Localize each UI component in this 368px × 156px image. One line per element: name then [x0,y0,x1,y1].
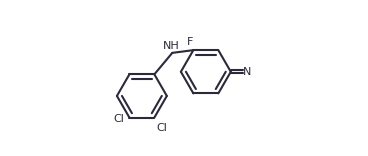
Text: N: N [243,67,252,77]
Text: Cl: Cl [156,123,167,133]
Text: F: F [187,37,194,47]
Text: NH: NH [163,41,180,51]
Text: Cl: Cl [113,114,124,124]
